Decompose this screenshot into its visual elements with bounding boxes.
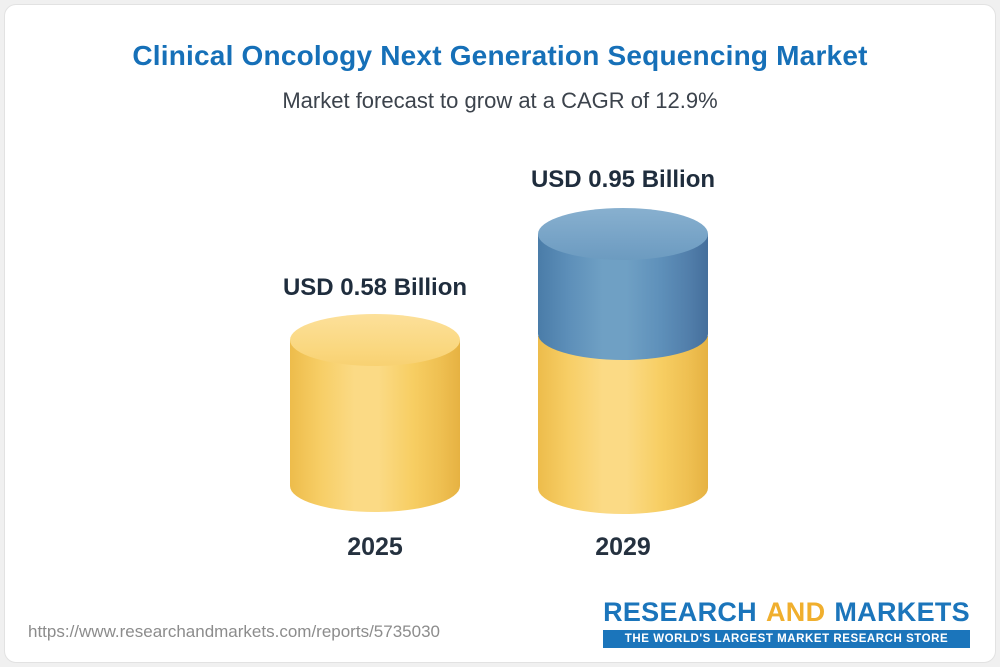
logo-wordmark: RESEARCH AND MARKETS (603, 597, 970, 627)
value-label-2025: USD 0.58 Billion (282, 274, 468, 301)
bar-2025-top-cap (290, 314, 460, 366)
logo-word-research: RESEARCH (603, 597, 757, 627)
chart-title: Clinical Oncology Next Generation Sequen… (132, 40, 868, 71)
chart-card (4, 4, 996, 663)
value-label-2029: USD 0.95 Billion (530, 166, 716, 193)
report-url: https://www.researchandmarkets.com/repor… (28, 622, 440, 641)
bar-2029-cylinder (538, 208, 708, 514)
logo-word-markets: MARKETS (834, 597, 970, 627)
chart-subtitle: Market forecast to grow at a CAGR of 12.… (282, 88, 718, 113)
bar-2029-top-cap (538, 208, 708, 260)
category-label-2025: 2025 (347, 533, 403, 561)
research-and-markets-logo: RESEARCH AND MARKETS THE WORLD'S LARGEST… (603, 597, 970, 649)
bar-2025-cylinder (290, 314, 460, 514)
category-label-2029: 2029 (595, 533, 651, 561)
bar-2025-body (290, 340, 460, 512)
logo-word-and: AND (765, 597, 826, 627)
bar-2029-base-segment (538, 336, 708, 514)
logo-tagline: THE WORLD'S LARGEST MARKET RESEARCH STOR… (603, 630, 970, 649)
